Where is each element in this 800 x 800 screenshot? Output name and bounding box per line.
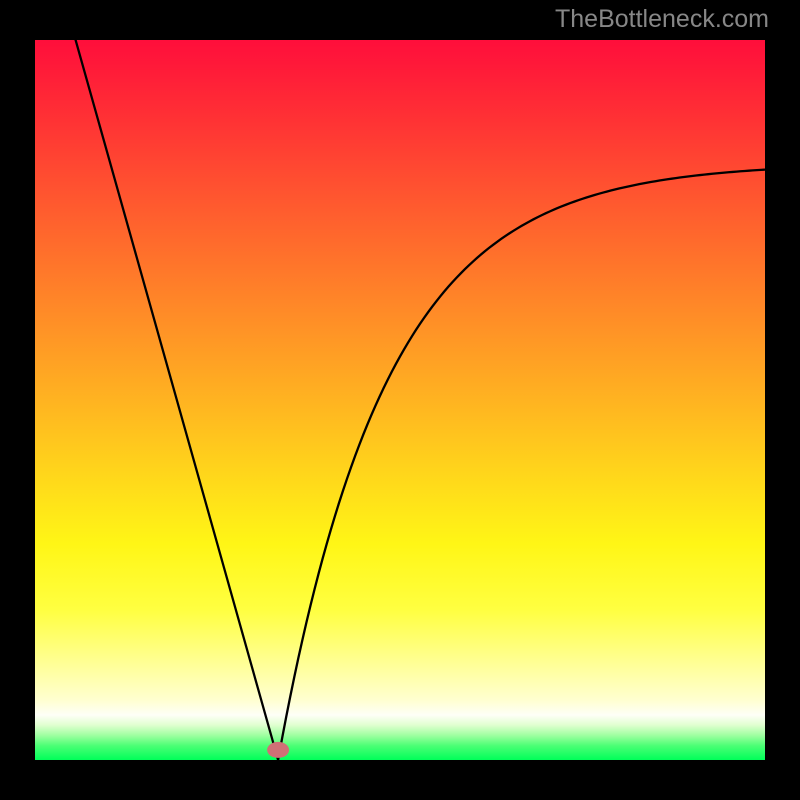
minimum-marker (267, 742, 289, 758)
chart-frame: TheBottleneck.com (0, 0, 800, 800)
plot-area (35, 40, 765, 760)
watermark-text: TheBottleneck.com (555, 5, 769, 34)
minimum-marker-layer (35, 40, 765, 760)
